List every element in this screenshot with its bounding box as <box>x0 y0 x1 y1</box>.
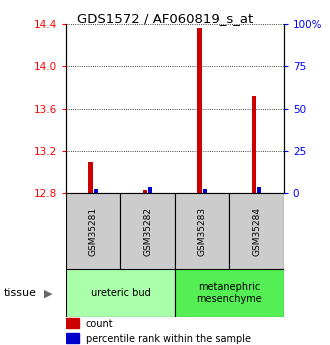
Text: ▶: ▶ <box>44 288 52 298</box>
Bar <box>66 193 120 269</box>
Bar <box>203 189 207 193</box>
Text: tissue: tissue <box>3 288 36 298</box>
Text: GSM35281: GSM35281 <box>89 207 98 256</box>
Text: count: count <box>85 319 113 329</box>
Bar <box>66 269 175 317</box>
Bar <box>94 189 98 193</box>
Bar <box>88 161 93 193</box>
Text: metanephric
mesenchyme: metanephric mesenchyme <box>196 283 262 304</box>
Text: percentile rank within the sample: percentile rank within the sample <box>85 334 250 344</box>
Bar <box>66 333 79 343</box>
Bar <box>120 193 175 269</box>
Bar <box>175 269 284 317</box>
Text: GSM35282: GSM35282 <box>143 207 152 256</box>
Bar <box>148 187 152 193</box>
Bar <box>175 193 229 269</box>
Bar <box>257 187 261 193</box>
Bar <box>197 28 202 193</box>
Text: ureteric bud: ureteric bud <box>90 288 150 298</box>
Bar <box>66 318 79 328</box>
Bar <box>143 190 147 193</box>
Bar <box>229 193 284 269</box>
Text: GSM35284: GSM35284 <box>252 207 261 256</box>
Text: GDS1572 / AF060819_s_at: GDS1572 / AF060819_s_at <box>77 12 253 25</box>
Bar <box>252 96 256 193</box>
Text: GSM35283: GSM35283 <box>198 207 207 256</box>
